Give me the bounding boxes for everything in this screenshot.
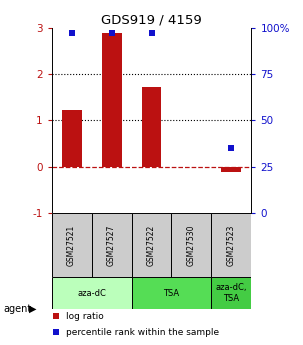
Title: GDS919 / 4159: GDS919 / 4159 [101,13,202,27]
Bar [171,213,211,277]
Text: GSM27522: GSM27522 [147,225,156,266]
Text: aza-dC,
TSA: aza-dC, TSA [216,284,247,303]
Text: ▶: ▶ [29,304,36,314]
Text: TSA: TSA [163,289,180,298]
Text: GSM27530: GSM27530 [187,225,196,266]
Text: agent: agent [3,304,31,314]
Text: GSM27523: GSM27523 [227,225,236,266]
Bar [52,277,132,309]
Text: percentile rank within the sample: percentile rank within the sample [65,328,219,337]
Bar [221,167,241,172]
Bar [211,213,251,277]
Bar [142,87,161,167]
Text: GSM27527: GSM27527 [107,225,116,266]
Bar [102,33,122,167]
Bar [132,213,171,277]
Bar [211,277,251,309]
Text: aza-dC: aza-dC [77,289,106,298]
Bar [132,277,211,309]
Bar [62,110,82,167]
Bar [52,213,92,277]
Text: log ratio: log ratio [65,312,103,321]
Bar [92,213,132,277]
Text: GSM27521: GSM27521 [67,225,76,266]
